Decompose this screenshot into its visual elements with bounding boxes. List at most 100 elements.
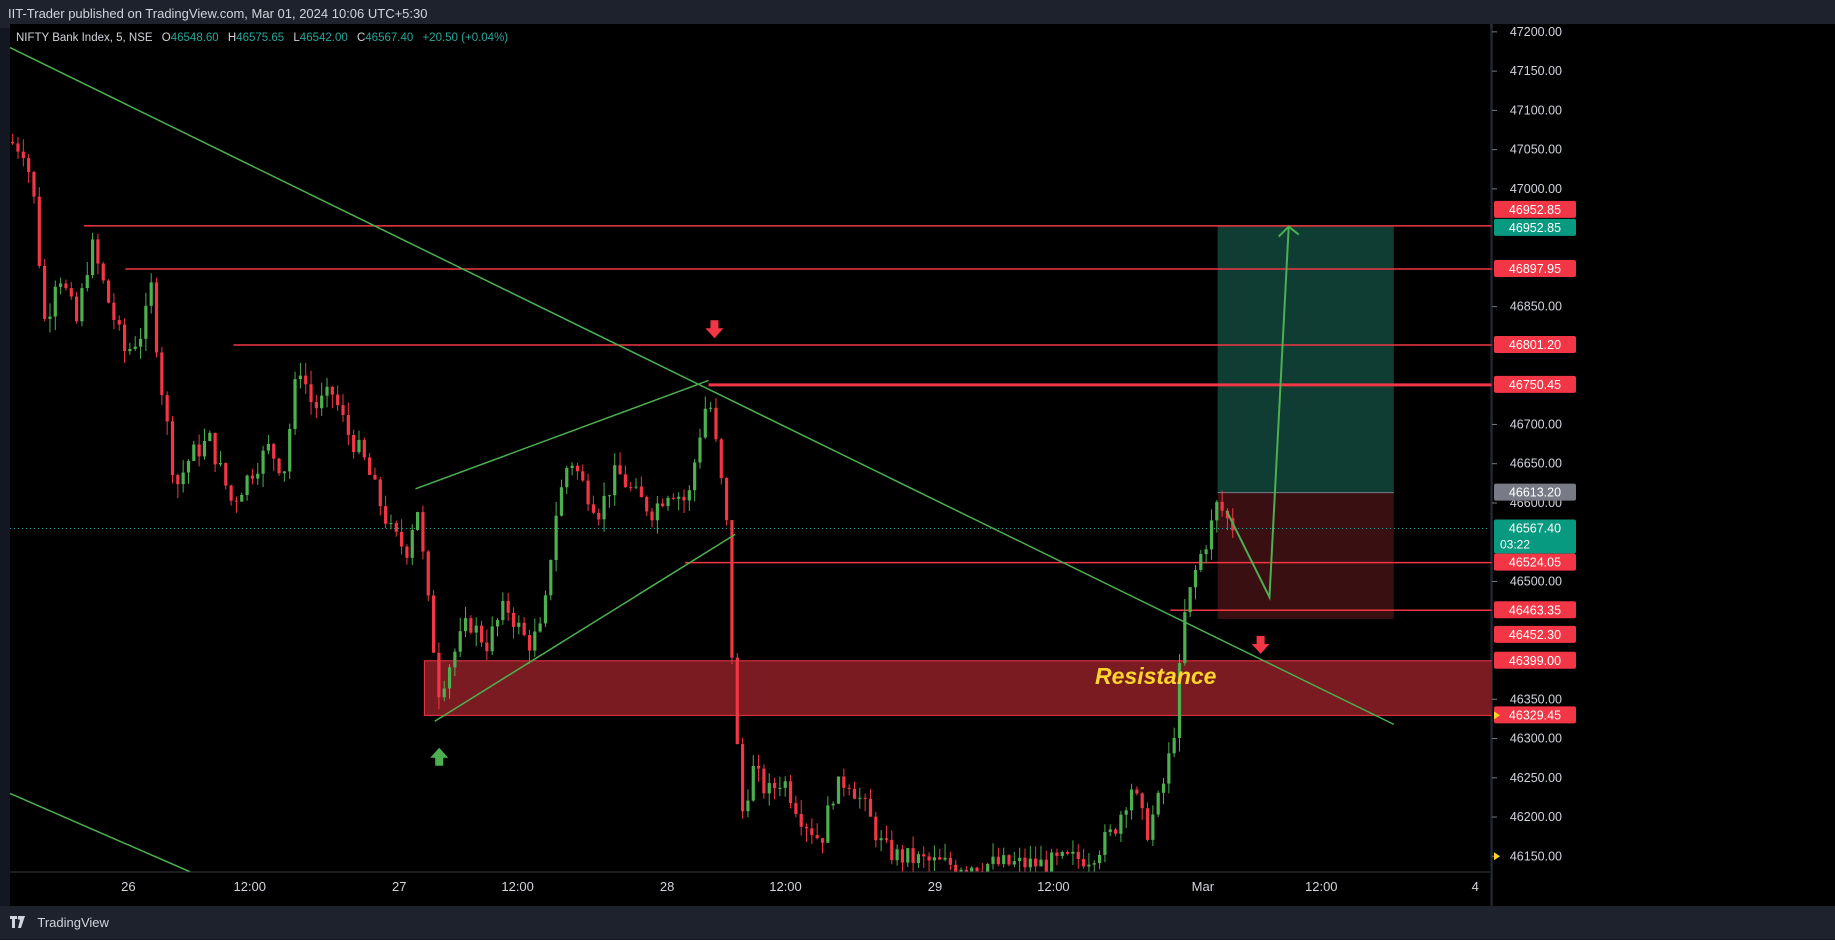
projection-path[interactable] xyxy=(1225,226,1290,602)
price-label[interactable] xyxy=(1494,335,1576,353)
candle-body xyxy=(655,503,659,521)
candle-body xyxy=(80,288,84,322)
candle-body xyxy=(725,478,729,521)
candle-body xyxy=(224,463,228,486)
price-label[interactable] xyxy=(1494,375,1576,393)
trendline-1[interactable] xyxy=(9,792,191,873)
candle-body xyxy=(32,172,36,197)
candle-body xyxy=(309,384,313,403)
candle-body xyxy=(218,463,223,465)
candle-body xyxy=(932,857,937,861)
candle-body xyxy=(709,407,713,409)
candle-body xyxy=(485,642,489,652)
price-label[interactable] xyxy=(1494,218,1576,236)
price-label[interactable] xyxy=(1494,260,1576,278)
candle-body xyxy=(735,657,739,745)
candle-body xyxy=(1023,857,1027,868)
arrow-down-icon[interactable] xyxy=(705,320,724,339)
candle-body xyxy=(101,263,105,281)
high-label: H xyxy=(227,32,237,44)
candle-body xyxy=(1044,859,1048,872)
candle-body xyxy=(618,465,622,475)
price-axis[interactable] xyxy=(1492,24,1835,906)
candle-body xyxy=(772,782,777,789)
candle-body xyxy=(389,523,393,525)
resistance-label[interactable]: Resistance xyxy=(1095,663,1217,689)
candle-body xyxy=(293,379,297,429)
candle-body xyxy=(900,849,905,863)
price-label-text: 46952.85 xyxy=(1509,221,1561,235)
candle-body xyxy=(698,437,702,463)
time-axis[interactable] xyxy=(10,872,1490,906)
candle-body xyxy=(117,319,121,325)
candle-body xyxy=(106,280,111,303)
candle-body xyxy=(1140,793,1144,809)
candle-body xyxy=(842,776,846,788)
candle-body xyxy=(1119,814,1123,834)
trendline-0[interactable] xyxy=(9,46,1395,726)
candle-body xyxy=(586,480,590,505)
trendline-3[interactable] xyxy=(434,533,736,722)
arrow-up-icon[interactable] xyxy=(430,747,449,766)
candle-body xyxy=(59,283,63,287)
price-label[interactable] xyxy=(1494,601,1576,619)
price-label[interactable] xyxy=(1494,200,1576,218)
candle-body xyxy=(1193,569,1198,588)
candle-body xyxy=(474,625,478,633)
stop-zone[interactable] xyxy=(1217,492,1394,619)
candle-body xyxy=(186,460,191,473)
price-chart[interactable]: 47200.00 47150.00 47100.00 47050.00 47000.00… xyxy=(0,0,1835,906)
candle-body xyxy=(1007,855,1011,865)
candle-body xyxy=(122,324,127,352)
candle-body xyxy=(517,622,521,627)
price-label[interactable] xyxy=(1494,519,1576,554)
alert-marker-icon[interactable] xyxy=(1494,711,1500,720)
y-tick-label: 46650.00 xyxy=(1510,457,1562,471)
y-tick-label: 47000.00 xyxy=(1510,182,1562,196)
price-label-text: 46524.05 xyxy=(1509,556,1561,570)
candle-body xyxy=(304,375,308,385)
alert-marker-icon[interactable] xyxy=(1494,852,1500,861)
arrow-down-icon[interactable] xyxy=(1251,635,1270,654)
candle-body xyxy=(527,635,532,651)
candle-body xyxy=(1145,808,1150,840)
candle-body xyxy=(751,765,755,801)
candle-body xyxy=(192,444,196,461)
candle-body xyxy=(1151,814,1155,840)
tradingview-logo-icon[interactable] xyxy=(10,907,28,940)
candle-body xyxy=(634,486,638,488)
candle-body xyxy=(948,857,952,865)
x-tick-label: 4 xyxy=(1472,879,1479,894)
candle-body xyxy=(27,158,31,173)
candle-body xyxy=(1167,753,1171,784)
candle-body xyxy=(208,432,212,441)
candle-body xyxy=(261,450,265,474)
candle-body xyxy=(266,444,271,451)
price-label[interactable] xyxy=(1494,553,1576,571)
price-label[interactable] xyxy=(1494,483,1576,501)
candle-body xyxy=(1108,829,1112,833)
price-label[interactable] xyxy=(1494,651,1576,669)
candle-body xyxy=(1012,861,1016,865)
y-tick-label: 47150.00 xyxy=(1510,64,1562,78)
candle-body xyxy=(682,496,686,501)
candle-body xyxy=(69,288,73,297)
candle-body xyxy=(112,302,116,320)
trendline-2[interactable] xyxy=(415,379,709,490)
candle-body xyxy=(1161,783,1166,793)
resistance-zone[interactable] xyxy=(423,660,1581,716)
candle-body xyxy=(623,474,627,488)
candle-body xyxy=(565,467,569,488)
change-value: +20.50 (+0.04%) xyxy=(422,32,509,44)
candle-body xyxy=(730,520,734,658)
symbol-name[interactable]: NIFTY Bank Index, 5, NSE xyxy=(16,32,153,44)
candle-body xyxy=(991,856,995,864)
candle-body xyxy=(671,497,675,499)
price-label-text: 46897.95 xyxy=(1509,262,1561,276)
price-label[interactable] xyxy=(1494,706,1576,724)
price-label[interactable] xyxy=(1494,625,1576,643)
candle-body xyxy=(21,151,25,159)
target-zone[interactable] xyxy=(1217,225,1394,493)
price-label-text: 46452.30 xyxy=(1509,628,1561,642)
y-tick-label: 46500.00 xyxy=(1510,574,1562,588)
